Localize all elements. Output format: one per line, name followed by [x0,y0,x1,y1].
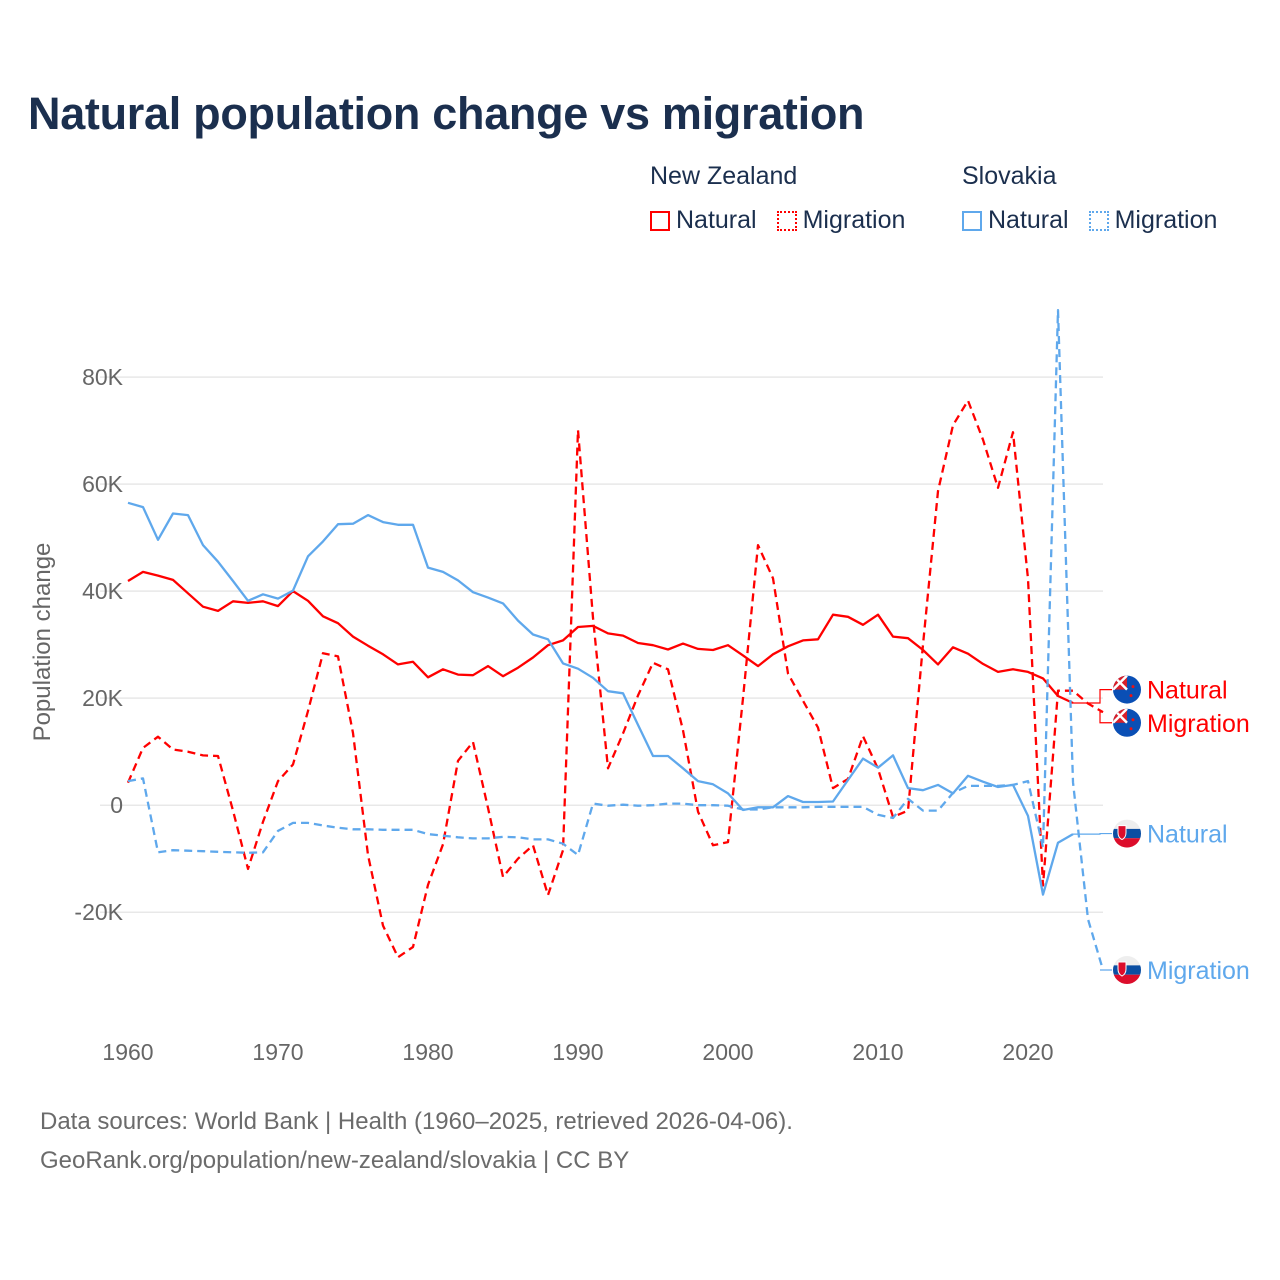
flag-stripe-blue [1113,828,1141,839]
series-line-nz-migration [126,399,1104,959]
dotted-swatch-icon [776,210,797,231]
flag-stripe-blue [1113,965,1141,975]
legend-group-title: Slovakia [962,162,1057,190]
x-tick-label: 1970 [252,1039,303,1065]
chart-title: Natural population change vs migration [28,88,865,139]
label-connector [1073,689,1112,704]
legend-group-new-zealand: New Zealand Natural Migration [650,162,925,235]
dotted-swatch-icon [1088,210,1109,231]
y-tick-label: 80K [82,364,124,390]
end-label-sk-migration: Migration [1147,957,1250,985]
legend-group-title: New Zealand [650,162,798,190]
legend-item-sk-natural[interactable]: Natural [962,206,1069,235]
footer-link[interactable]: GeoRank.org/population/new-zealand/slova… [40,1147,630,1174]
y-tick-label: 0 [110,792,123,818]
legend-label: Migration [802,206,906,234]
flag-stripe-red [1113,838,1141,848]
x-tick-label: 2000 [702,1039,753,1065]
x-tick-label: 2010 [852,1039,903,1065]
y-tick-label: 40K [82,578,124,604]
series-line-sk-natural [127,501,1074,896]
x-tick-label: 2020 [1002,1039,1053,1065]
flag-stripe-white [1113,819,1141,829]
flag-star [1129,694,1133,698]
legend-label: Natural [676,206,757,234]
y-axis-label: Population change [29,543,56,742]
solid-swatch-icon [962,210,982,231]
legend-item-nz-migration[interactable]: Migration [776,206,906,235]
y-tick-label: -20K [74,899,123,925]
series-line-sk-migration [127,309,1105,971]
flag-star [1131,685,1135,689]
slovakia-flag-icon [1113,956,1141,985]
x-tick-label: 1980 [402,1039,453,1065]
flag-star [1129,727,1133,731]
solid-swatch-icon [650,210,670,231]
label-connector [1099,711,1112,724]
slovakia-flag-icon [1113,819,1141,848]
x-tick-label: 1960 [102,1039,153,1065]
end-label-nz-natural: Natural [1147,677,1228,705]
label-connector [1073,832,1112,835]
new-zealand-flag-icon [1113,708,1141,737]
legend-label: Natural [988,206,1069,234]
footer-sources: Data sources: World Bank | Health (1960–… [40,1108,793,1135]
flag-emblem [1117,961,1127,977]
legend-group-slovakia: Slovakia Natural Migration [962,162,1217,235]
y-tick-label: 60K [82,471,124,497]
legend-label: Migration [1114,206,1218,234]
legend-item-nz-natural[interactable]: Natural [650,206,757,235]
end-label-nz-migration: Migration [1147,710,1250,738]
series-line-nz-natural [127,570,1074,705]
y-tick-label: 20K [82,685,124,711]
flag-star [1131,718,1135,722]
legend-item-sk-migration[interactable]: Migration [1088,206,1218,235]
x-tick-label: 1990 [552,1039,603,1065]
end-label-sk-natural: Natural [1147,821,1228,849]
new-zealand-flag-icon [1113,675,1141,704]
flag-emblem [1117,825,1127,841]
flag-stripe-red [1113,974,1141,985]
flag-stripe-white [1113,956,1141,966]
